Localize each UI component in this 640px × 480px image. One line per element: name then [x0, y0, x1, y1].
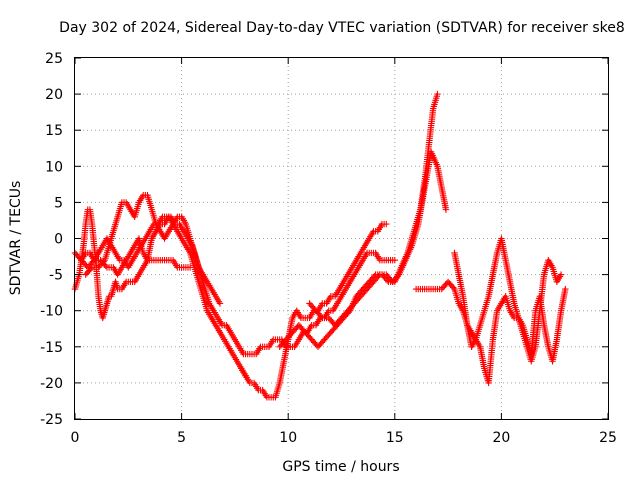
data-point — [87, 265, 94, 273]
data-point — [216, 300, 224, 307]
x-tick-label: 15 — [386, 430, 404, 446]
series-arc3 — [71, 213, 249, 379]
data-point — [434, 90, 441, 98]
data-point — [317, 313, 325, 320]
series-arc8 — [412, 278, 569, 387]
x-tick-label: 10 — [279, 430, 297, 446]
y-tick-label: -10 — [40, 304, 63, 320]
axis-ticks: 0 5 10 15 20 25 25 20 15 10 5 0 -5 -10 -15 -20 -25 — [40, 51, 617, 446]
data-point — [562, 285, 569, 293]
y-tick-label: 0 — [54, 232, 63, 248]
data-point — [102, 262, 109, 270]
y-tick-label: -20 — [40, 376, 63, 392]
data-point — [450, 284, 457, 291]
chart-title: Day 302 of 2024, Sidereal Day-to-day VTE… — [59, 20, 625, 36]
y-tick-label: -5 — [49, 268, 63, 284]
x-tick-label: 20 — [492, 430, 510, 446]
y-tick-label: 25 — [45, 51, 63, 67]
series-arc7 — [306, 148, 450, 329]
y-tick-label: 20 — [45, 87, 63, 103]
data-point — [383, 220, 390, 228]
data-point — [391, 256, 398, 264]
y-tick-label: 15 — [45, 123, 63, 139]
x-tick-label: 0 — [71, 430, 80, 446]
data-point — [442, 206, 450, 213]
data-point — [100, 258, 107, 265]
y-tick-label: 10 — [45, 159, 63, 175]
y-axis-label: SDTVAR / TECUs — [8, 181, 24, 296]
series-arc4 — [82, 191, 224, 307]
series-arc6 — [276, 90, 441, 350]
data-point — [375, 272, 382, 280]
x-tick-label: 5 — [177, 430, 186, 446]
x-tick-label: 25 — [599, 430, 617, 446]
series-arc5 — [238, 220, 390, 401]
data-point — [394, 272, 401, 280]
y-tick-label: -25 — [40, 412, 63, 428]
series-arc9 — [451, 235, 565, 365]
grid-lines — [75, 58, 608, 419]
y-tick-label: 5 — [54, 195, 63, 211]
data-marks — [71, 90, 569, 401]
y-tick-label: -15 — [40, 340, 63, 356]
data-point — [89, 258, 97, 265]
data-point — [557, 271, 565, 278]
x-axis-label: GPS time / hours — [282, 459, 399, 475]
plot-frame — [74, 57, 609, 420]
series-arc1 — [71, 206, 194, 322]
